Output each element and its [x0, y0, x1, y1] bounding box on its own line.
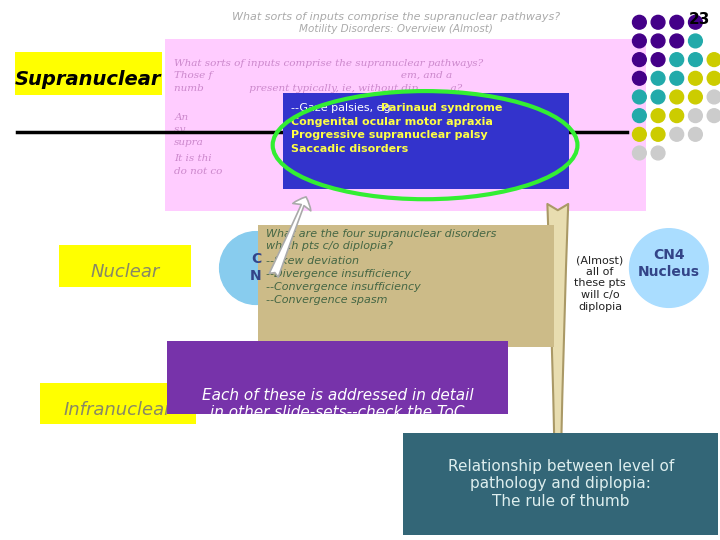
Circle shape [670, 15, 683, 29]
Circle shape [688, 127, 702, 141]
Text: What sorts of inputs comprise the supranuclear pathways?: What sorts of inputs comprise the supran… [232, 12, 559, 23]
Circle shape [651, 127, 665, 141]
Circle shape [651, 34, 665, 48]
Circle shape [651, 53, 665, 66]
Circle shape [632, 53, 647, 66]
Text: do not co: do not co [174, 167, 222, 176]
Circle shape [707, 71, 720, 85]
Circle shape [670, 53, 683, 66]
Text: supra: supra [174, 138, 204, 147]
FancyBboxPatch shape [59, 245, 191, 287]
FancyBboxPatch shape [168, 341, 508, 414]
Text: Relationship between level of
pathology and diplopia:
The rule of thumb: Relationship between level of pathology … [448, 459, 674, 509]
FancyBboxPatch shape [15, 52, 161, 95]
Text: Supranuclear: Supranuclear [14, 70, 161, 90]
Text: 23: 23 [689, 12, 710, 28]
Text: Saccadic disorders: Saccadic disorders [292, 144, 409, 154]
Circle shape [632, 71, 647, 85]
Circle shape [220, 232, 292, 305]
Text: Those f                                                          em, and a: Those f em, and a [174, 71, 452, 80]
Circle shape [651, 90, 665, 104]
Circle shape [632, 146, 647, 160]
Text: --Skew deviation: --Skew deviation [266, 256, 359, 266]
Text: --Convergence spasm: --Convergence spasm [266, 295, 387, 305]
Circle shape [688, 109, 702, 123]
Text: An                                                                             a: An a [174, 113, 445, 122]
Circle shape [707, 53, 720, 66]
Text: which pts c/o diplopia?: which pts c/o diplopia? [266, 241, 393, 252]
Text: --Gaze palsies, eg: --Gaze palsies, eg [292, 103, 398, 113]
Text: What sorts of inputs comprise the supranuclear pathways?: What sorts of inputs comprise the supran… [174, 59, 484, 68]
Text: C
N: C N [250, 252, 262, 282]
Circle shape [632, 34, 647, 48]
FancyBboxPatch shape [282, 93, 569, 190]
Text: What are the four supranuclear disorders: What are the four supranuclear disorders [266, 229, 496, 239]
Circle shape [670, 127, 683, 141]
Circle shape [632, 90, 647, 104]
Text: --Convergence insufficiency: --Convergence insufficiency [266, 282, 420, 292]
Circle shape [670, 71, 683, 85]
Circle shape [707, 90, 720, 104]
Circle shape [651, 15, 665, 29]
Text: Progressive supranuclear palsy: Progressive supranuclear palsy [292, 130, 488, 140]
FancyBboxPatch shape [403, 433, 718, 537]
Circle shape [632, 109, 647, 123]
Circle shape [651, 146, 665, 160]
Text: Nuclear: Nuclear [91, 263, 160, 281]
Circle shape [688, 71, 702, 85]
Circle shape [670, 90, 683, 104]
Circle shape [707, 109, 720, 123]
Text: (Almost)
all of
these pts
will c/o
diplopia: (Almost) all of these pts will c/o diplo… [575, 255, 626, 312]
Circle shape [688, 53, 702, 66]
Text: CN4
Nucleus: CN4 Nucleus [638, 248, 700, 279]
Text: Motility Disorders: Overview (Almost): Motility Disorders: Overview (Almost) [299, 24, 492, 34]
FancyBboxPatch shape [165, 39, 647, 211]
Text: It is thi                                                             ear pts: It is thi ear pts [174, 154, 447, 163]
Text: numb              present typically, ie, without dip          a?: numb present typically, ie, without dip … [174, 84, 463, 93]
Circle shape [629, 229, 708, 307]
Circle shape [632, 127, 647, 141]
Circle shape [688, 90, 702, 104]
FancyBboxPatch shape [258, 225, 554, 347]
Circle shape [688, 15, 702, 29]
Text: sy                                                                              : sy [174, 125, 444, 134]
Text: Each of these is addressed in detail
in other slide-sets--check the ToC: Each of these is addressed in detail in … [202, 388, 473, 420]
Text: opia?: opia? [174, 97, 456, 106]
Text: Parinaud syndrome: Parinaud syndrome [381, 103, 503, 113]
Circle shape [632, 15, 647, 29]
Circle shape [651, 71, 665, 85]
Circle shape [651, 109, 665, 123]
Text: --Divergence insufficiency: --Divergence insufficiency [266, 269, 411, 279]
Circle shape [670, 34, 683, 48]
Text: Infranuclear: Infranuclear [63, 401, 171, 418]
Circle shape [670, 109, 683, 123]
FancyBboxPatch shape [40, 383, 196, 424]
Circle shape [688, 34, 702, 48]
Text: Congenital ocular motor apraxia: Congenital ocular motor apraxia [292, 117, 493, 127]
